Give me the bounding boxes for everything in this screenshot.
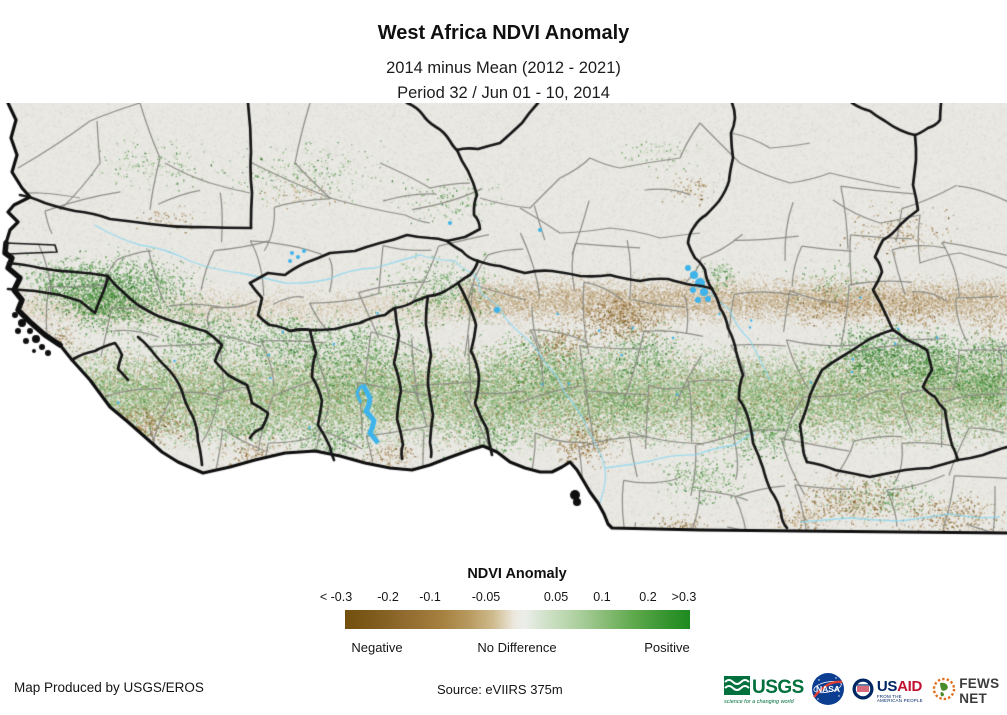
usaid-logo-text: USAID (876, 677, 923, 695)
legend-label-no-difference: No Difference (477, 640, 557, 655)
subtitle-period-dates: Period 32 / Jun 01 - 10, 2014 (397, 84, 610, 102)
legend-label-positive: Positive (644, 640, 690, 655)
legend-tick: 0.1 (593, 590, 611, 604)
nasa-logo: NASA (811, 672, 845, 711)
ndvi-anomaly-map (0, 103, 1007, 560)
usgs-logo-text: USGS (752, 677, 804, 699)
usgs-waves-icon (724, 676, 750, 699)
svg-text:NASA: NASA (816, 684, 840, 694)
legend-label-negative: Negative (351, 640, 403, 655)
usaid-tagline: FROM THE AMERICAN PEOPLE (876, 693, 923, 703)
usgs-logo: USGS science for a changing world (724, 676, 804, 706)
subtitle-period-comparison: 2014 minus Mean (2012 - 2021) (386, 59, 621, 77)
fewsnet-globe-icon (932, 677, 956, 706)
logo-strip: USGS science for a changing world NASA (724, 671, 1007, 711)
legend-tick: < -0.3 (319, 590, 353, 604)
legend-colorbar (345, 610, 690, 629)
legend-tick: 0.2 (639, 590, 657, 604)
legend-tick: -0.1 (419, 590, 441, 604)
usaid-logo: USAID FROM THE AMERICAN PEOPLE (852, 678, 925, 705)
usaid-seal-icon (852, 678, 874, 705)
produced-by-text: Map Produced by USGS/EROS (14, 680, 204, 695)
page-title: West Africa NDVI Anomaly (377, 22, 630, 44)
source-text: Source: eVIIRS 375m (437, 682, 563, 697)
legend-tick: -0.2 (377, 590, 399, 604)
fewsnet-logo: FEWS NET (932, 676, 1007, 706)
usgs-tagline: science for a changing world (724, 699, 794, 706)
fewsnet-logo-text: FEWS NET (959, 676, 1000, 706)
legend-tick: -0.05 (471, 590, 501, 604)
legend-title: NDVI Anomaly (467, 566, 567, 582)
legend-tick: >0.3 (671, 590, 697, 604)
legend-tick: 0.05 (543, 590, 569, 604)
